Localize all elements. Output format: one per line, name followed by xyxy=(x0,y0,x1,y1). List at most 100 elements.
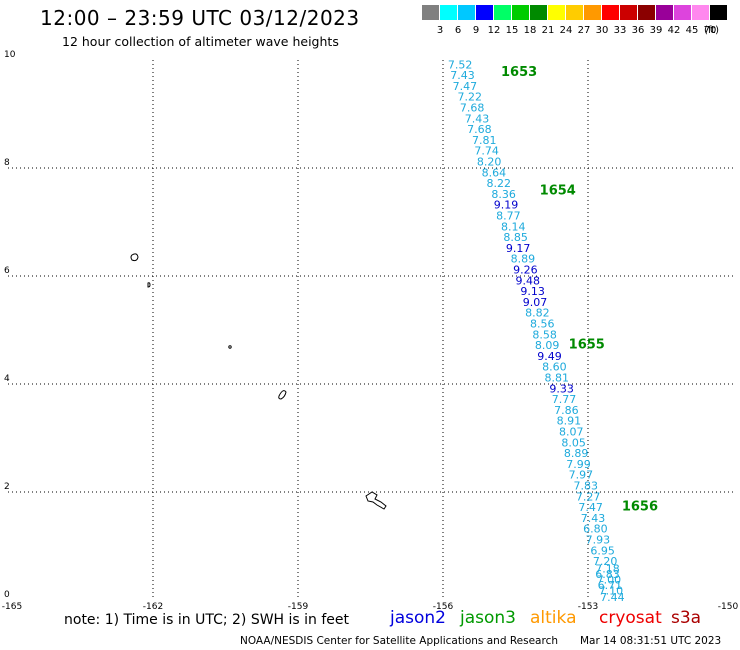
satellite-label-altika: altika xyxy=(530,608,577,628)
wave-height-value: 8.85 xyxy=(503,231,527,244)
footer-note: note: 1) Time is in UTC; 2) SWH is in fe… xyxy=(64,612,350,628)
altimeter-track: 7.527.437.477.227.687.437.687.817.748.20… xyxy=(448,58,658,603)
wave-height-value: 8.89 xyxy=(511,253,535,266)
wave-height-value: 8.82 xyxy=(525,307,550,320)
wave-height-value: 9.26 xyxy=(513,264,538,277)
wave-height-value: 6.80 xyxy=(583,523,608,536)
wave-height-value: 9.19 xyxy=(494,199,519,212)
wave-height-value: 7.18 xyxy=(595,563,620,576)
legend-swatch xyxy=(620,5,637,20)
legend-swatch xyxy=(692,5,709,20)
legend-level-label: 24 xyxy=(559,25,573,36)
island-outline xyxy=(130,253,139,262)
legend-level-label: 42 xyxy=(667,25,681,36)
wave-height-value: 7.43 xyxy=(450,69,475,82)
wave-height-value: 7.68 xyxy=(467,123,492,136)
legend-swatch xyxy=(530,5,547,20)
wave-height-value: 6.83 xyxy=(595,568,620,581)
legend-level-label: 39 xyxy=(649,25,663,36)
wave-height-value: 7.52 xyxy=(448,58,473,71)
legend-level-label: 12 xyxy=(487,25,501,36)
wave-height-value: 9.17 xyxy=(506,242,531,255)
legend-level-label: 9 xyxy=(472,25,480,36)
wave-height-value: 7.43 xyxy=(581,512,606,525)
wave-height-value: 8.58 xyxy=(532,328,557,341)
wave-height-value: 7.22 xyxy=(458,91,483,104)
latitude-tick-label: 6 xyxy=(4,266,10,276)
wave-height-value: 7.68 xyxy=(460,102,485,115)
longitude-tick-label: -162 xyxy=(142,602,164,612)
wave-height-value: 7.93 xyxy=(586,534,611,547)
island-outline xyxy=(365,491,387,510)
track-time-label: 1656 xyxy=(622,500,658,515)
wave-height-value: 7.86 xyxy=(554,404,579,417)
wave-height-value: 7.81 xyxy=(472,134,497,147)
wave-height-value: 8.14 xyxy=(501,220,526,233)
legend-level-label: 3 xyxy=(436,25,444,36)
legend-level-label: 27 xyxy=(577,25,591,36)
longitude-tick-label: -156 xyxy=(432,602,454,612)
wave-height-value: 7.43 xyxy=(465,112,490,125)
latitude-tick-label: 4 xyxy=(4,374,10,384)
wave-height-value: 7.83 xyxy=(574,480,599,493)
wave-height-value: 9.48 xyxy=(516,274,541,287)
longitude-tick-label: -159 xyxy=(287,602,309,612)
legend-swatch xyxy=(656,5,673,20)
wave-height-value: 9.13 xyxy=(520,285,545,298)
map-title: 12:00 – 23:59 UTC 03/12/2023 xyxy=(40,6,360,30)
longitude-tick-label: -150 xyxy=(717,602,739,612)
wave-height-value: 8.09 xyxy=(535,339,560,352)
wave-height-value: 8.91 xyxy=(557,415,582,428)
wave-height-value: 6.95 xyxy=(590,544,615,557)
lat-lon-grid xyxy=(8,60,733,600)
wave-height-value: 7.27 xyxy=(576,490,601,503)
latitude-tick-label: 2 xyxy=(4,482,10,492)
track-time-label: 1655 xyxy=(569,338,605,353)
wave-height-value: 7.44 xyxy=(600,591,625,604)
legend-swatch xyxy=(674,5,691,20)
wave-height-value: 8.22 xyxy=(487,177,512,190)
legend-level-label: 6 xyxy=(454,25,462,36)
wave-height-value: 7.99 xyxy=(566,458,591,471)
legend-level-label: 70 xyxy=(703,25,717,36)
legend-swatch xyxy=(584,5,601,20)
legend-swatch xyxy=(566,5,583,20)
credit-text: NOAA/NESDIS Center for Satellite Applica… xyxy=(240,635,558,647)
wave-height-value: 7.77 xyxy=(552,393,577,406)
legend-swatch xyxy=(710,5,727,20)
wave-height-value: 7.47 xyxy=(453,80,478,93)
track-time-label: 1653 xyxy=(501,65,537,80)
wave-height-value: 8.20 xyxy=(477,156,502,169)
wave-height-value: 6.71 xyxy=(598,579,623,592)
wave-height-value: 8.36 xyxy=(491,188,516,201)
legend-level-label: 21 xyxy=(541,25,555,36)
wave-height-value: 8.89 xyxy=(564,447,589,460)
legend-level-label: 15 xyxy=(505,25,519,36)
legend-swatch xyxy=(602,5,619,20)
wave-height-value: 8.60 xyxy=(542,361,567,374)
satellite-label-jason3: jason3 xyxy=(460,608,516,628)
satellite-label-s3a: s3a xyxy=(671,608,702,628)
legend-level-label: 18 xyxy=(523,25,537,36)
satellite-label-cryosat: cryosat xyxy=(599,608,662,628)
wave-height-value: 9.07 xyxy=(523,296,548,309)
legend-level-label: 33 xyxy=(613,25,627,36)
longitude-tick-label: -165 xyxy=(1,602,23,612)
wave-height-value: 8.81 xyxy=(545,372,570,385)
longitude-tick-label: -153 xyxy=(577,602,599,612)
satellite-label-jason2: jason2 xyxy=(390,608,446,628)
latitude-tick-label: 0 xyxy=(4,590,10,600)
generated-timestamp: Mar 14 08:31:51 UTC 2023 xyxy=(580,635,722,647)
legend-swatch xyxy=(476,5,493,20)
legend-level-label: 36 xyxy=(631,25,645,36)
latitude-tick-label: 8 xyxy=(4,158,10,168)
island-outlines xyxy=(130,253,387,510)
wave-height-value: 7.20 xyxy=(593,555,618,568)
legend-unit: (ft) xyxy=(704,25,720,36)
wave-height-value: 8.64 xyxy=(482,166,507,179)
wave-height-value: 7.10 xyxy=(599,584,624,597)
legend-swatch xyxy=(422,5,439,20)
legend-swatch xyxy=(512,5,529,20)
legend-swatch xyxy=(638,5,655,20)
wave-height-value: 7.00 xyxy=(597,573,622,586)
